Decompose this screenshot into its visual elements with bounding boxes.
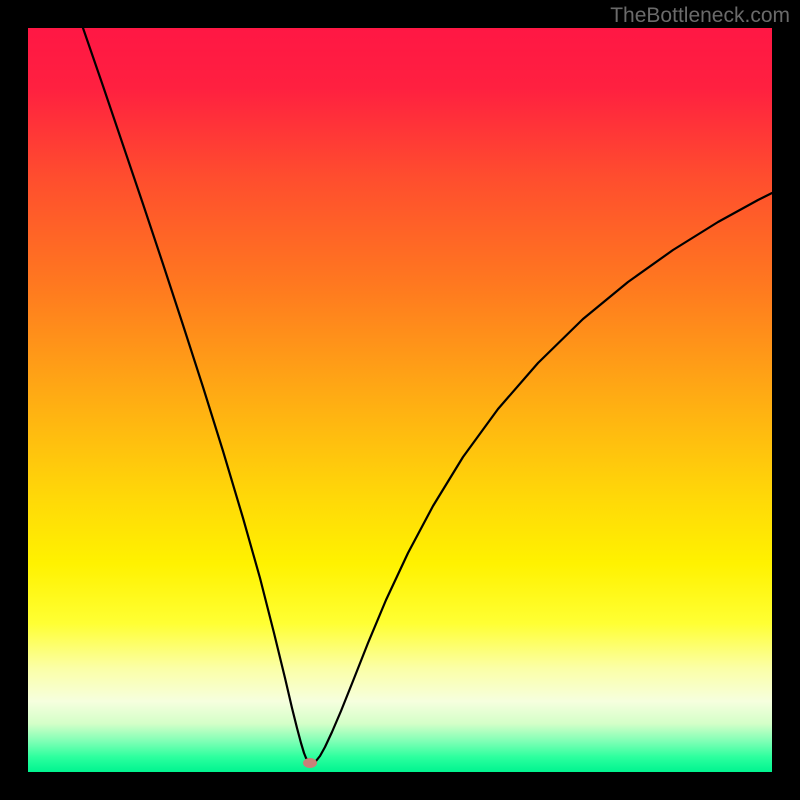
minimum-marker [303,758,317,768]
chart-plot-area [28,28,772,772]
bottleneck-curve [83,28,772,763]
chart-curve-layer [28,28,772,772]
watermark-text: TheBottleneck.com [610,4,790,28]
